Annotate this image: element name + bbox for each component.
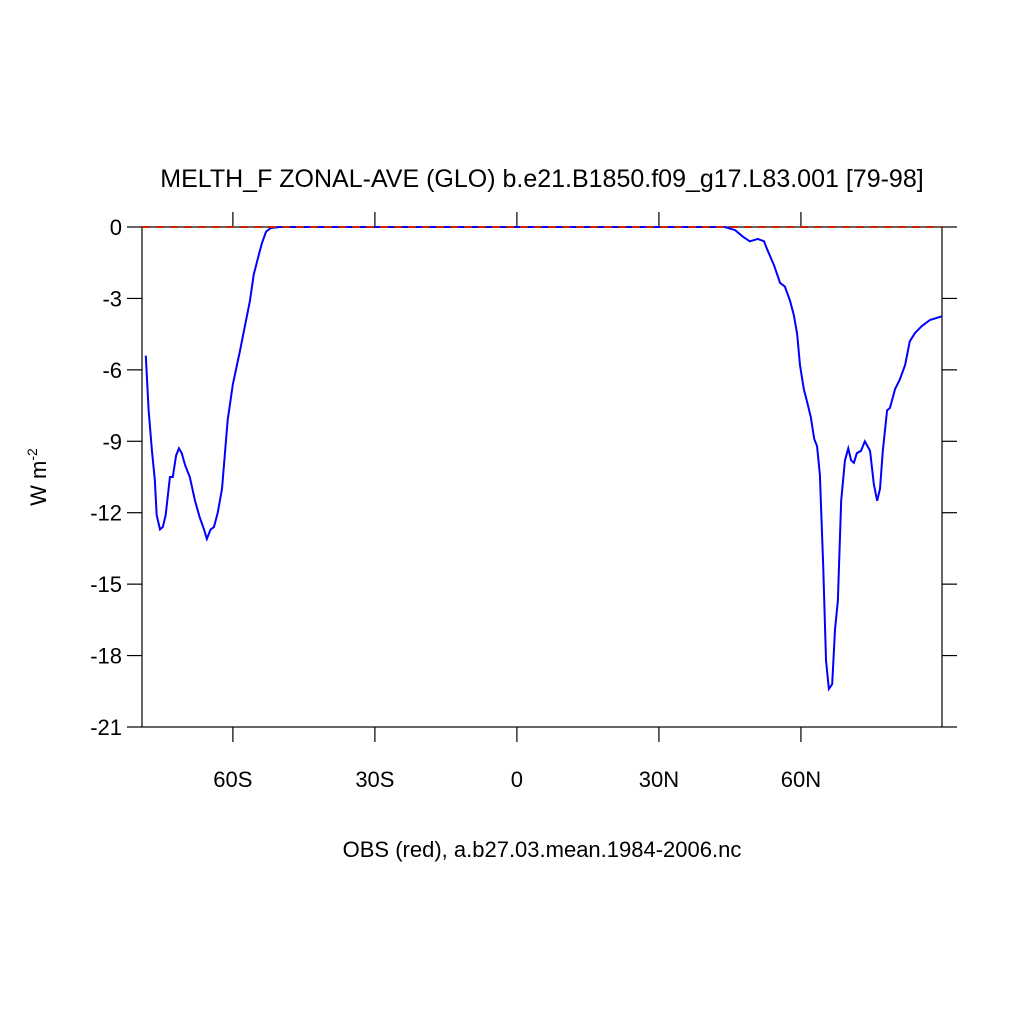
chart-subtitle: OBS (red), a.b27.03.mean.1984-2006.nc	[343, 837, 742, 862]
y-axis-label: W m-2	[24, 448, 51, 506]
y-tick-label: -3	[102, 286, 122, 311]
y-tick-label: -15	[90, 572, 122, 597]
y-tick-label: -9	[102, 429, 122, 454]
y-tick-label: 0	[110, 215, 122, 240]
y-tick-label: -6	[102, 358, 122, 383]
x-tick-label: 30N	[639, 767, 679, 792]
x-tick-label: 0	[511, 767, 523, 792]
chart-title: MELTH_F ZONAL-AVE (GLO) b.e21.B1850.f09_…	[160, 165, 923, 193]
plot-frame	[141, 226, 943, 728]
y-axis-label-text: W m	[26, 461, 51, 506]
y-tick-label: -12	[90, 501, 122, 526]
series-line	[144, 226, 943, 692]
y-tick-label: -21	[90, 715, 122, 740]
y-axis-label-superscript: -2	[24, 448, 40, 461]
y-tick-label: -18	[90, 644, 122, 669]
x-tick-label: 60S	[213, 767, 252, 792]
x-tick-label: 30S	[355, 767, 394, 792]
x-tick-label: 60N	[781, 767, 821, 792]
